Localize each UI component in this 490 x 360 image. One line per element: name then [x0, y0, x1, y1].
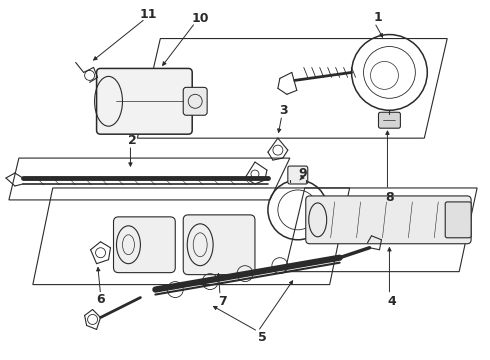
Text: 1: 1 — [373, 11, 382, 24]
FancyBboxPatch shape — [378, 112, 400, 128]
Text: 2: 2 — [128, 134, 137, 147]
FancyBboxPatch shape — [445, 202, 471, 238]
FancyBboxPatch shape — [114, 217, 175, 273]
Text: 6: 6 — [96, 293, 105, 306]
Text: 3: 3 — [279, 104, 288, 117]
FancyBboxPatch shape — [97, 68, 192, 134]
FancyBboxPatch shape — [288, 166, 308, 184]
Text: 10: 10 — [192, 12, 209, 25]
Text: 8: 8 — [385, 192, 394, 204]
Text: 9: 9 — [298, 167, 307, 180]
Text: 11: 11 — [140, 8, 157, 21]
FancyBboxPatch shape — [183, 215, 255, 275]
Text: 4: 4 — [387, 295, 396, 308]
Text: 5: 5 — [258, 331, 266, 344]
FancyBboxPatch shape — [183, 87, 207, 115]
Text: 7: 7 — [218, 295, 226, 308]
FancyBboxPatch shape — [306, 196, 471, 244]
